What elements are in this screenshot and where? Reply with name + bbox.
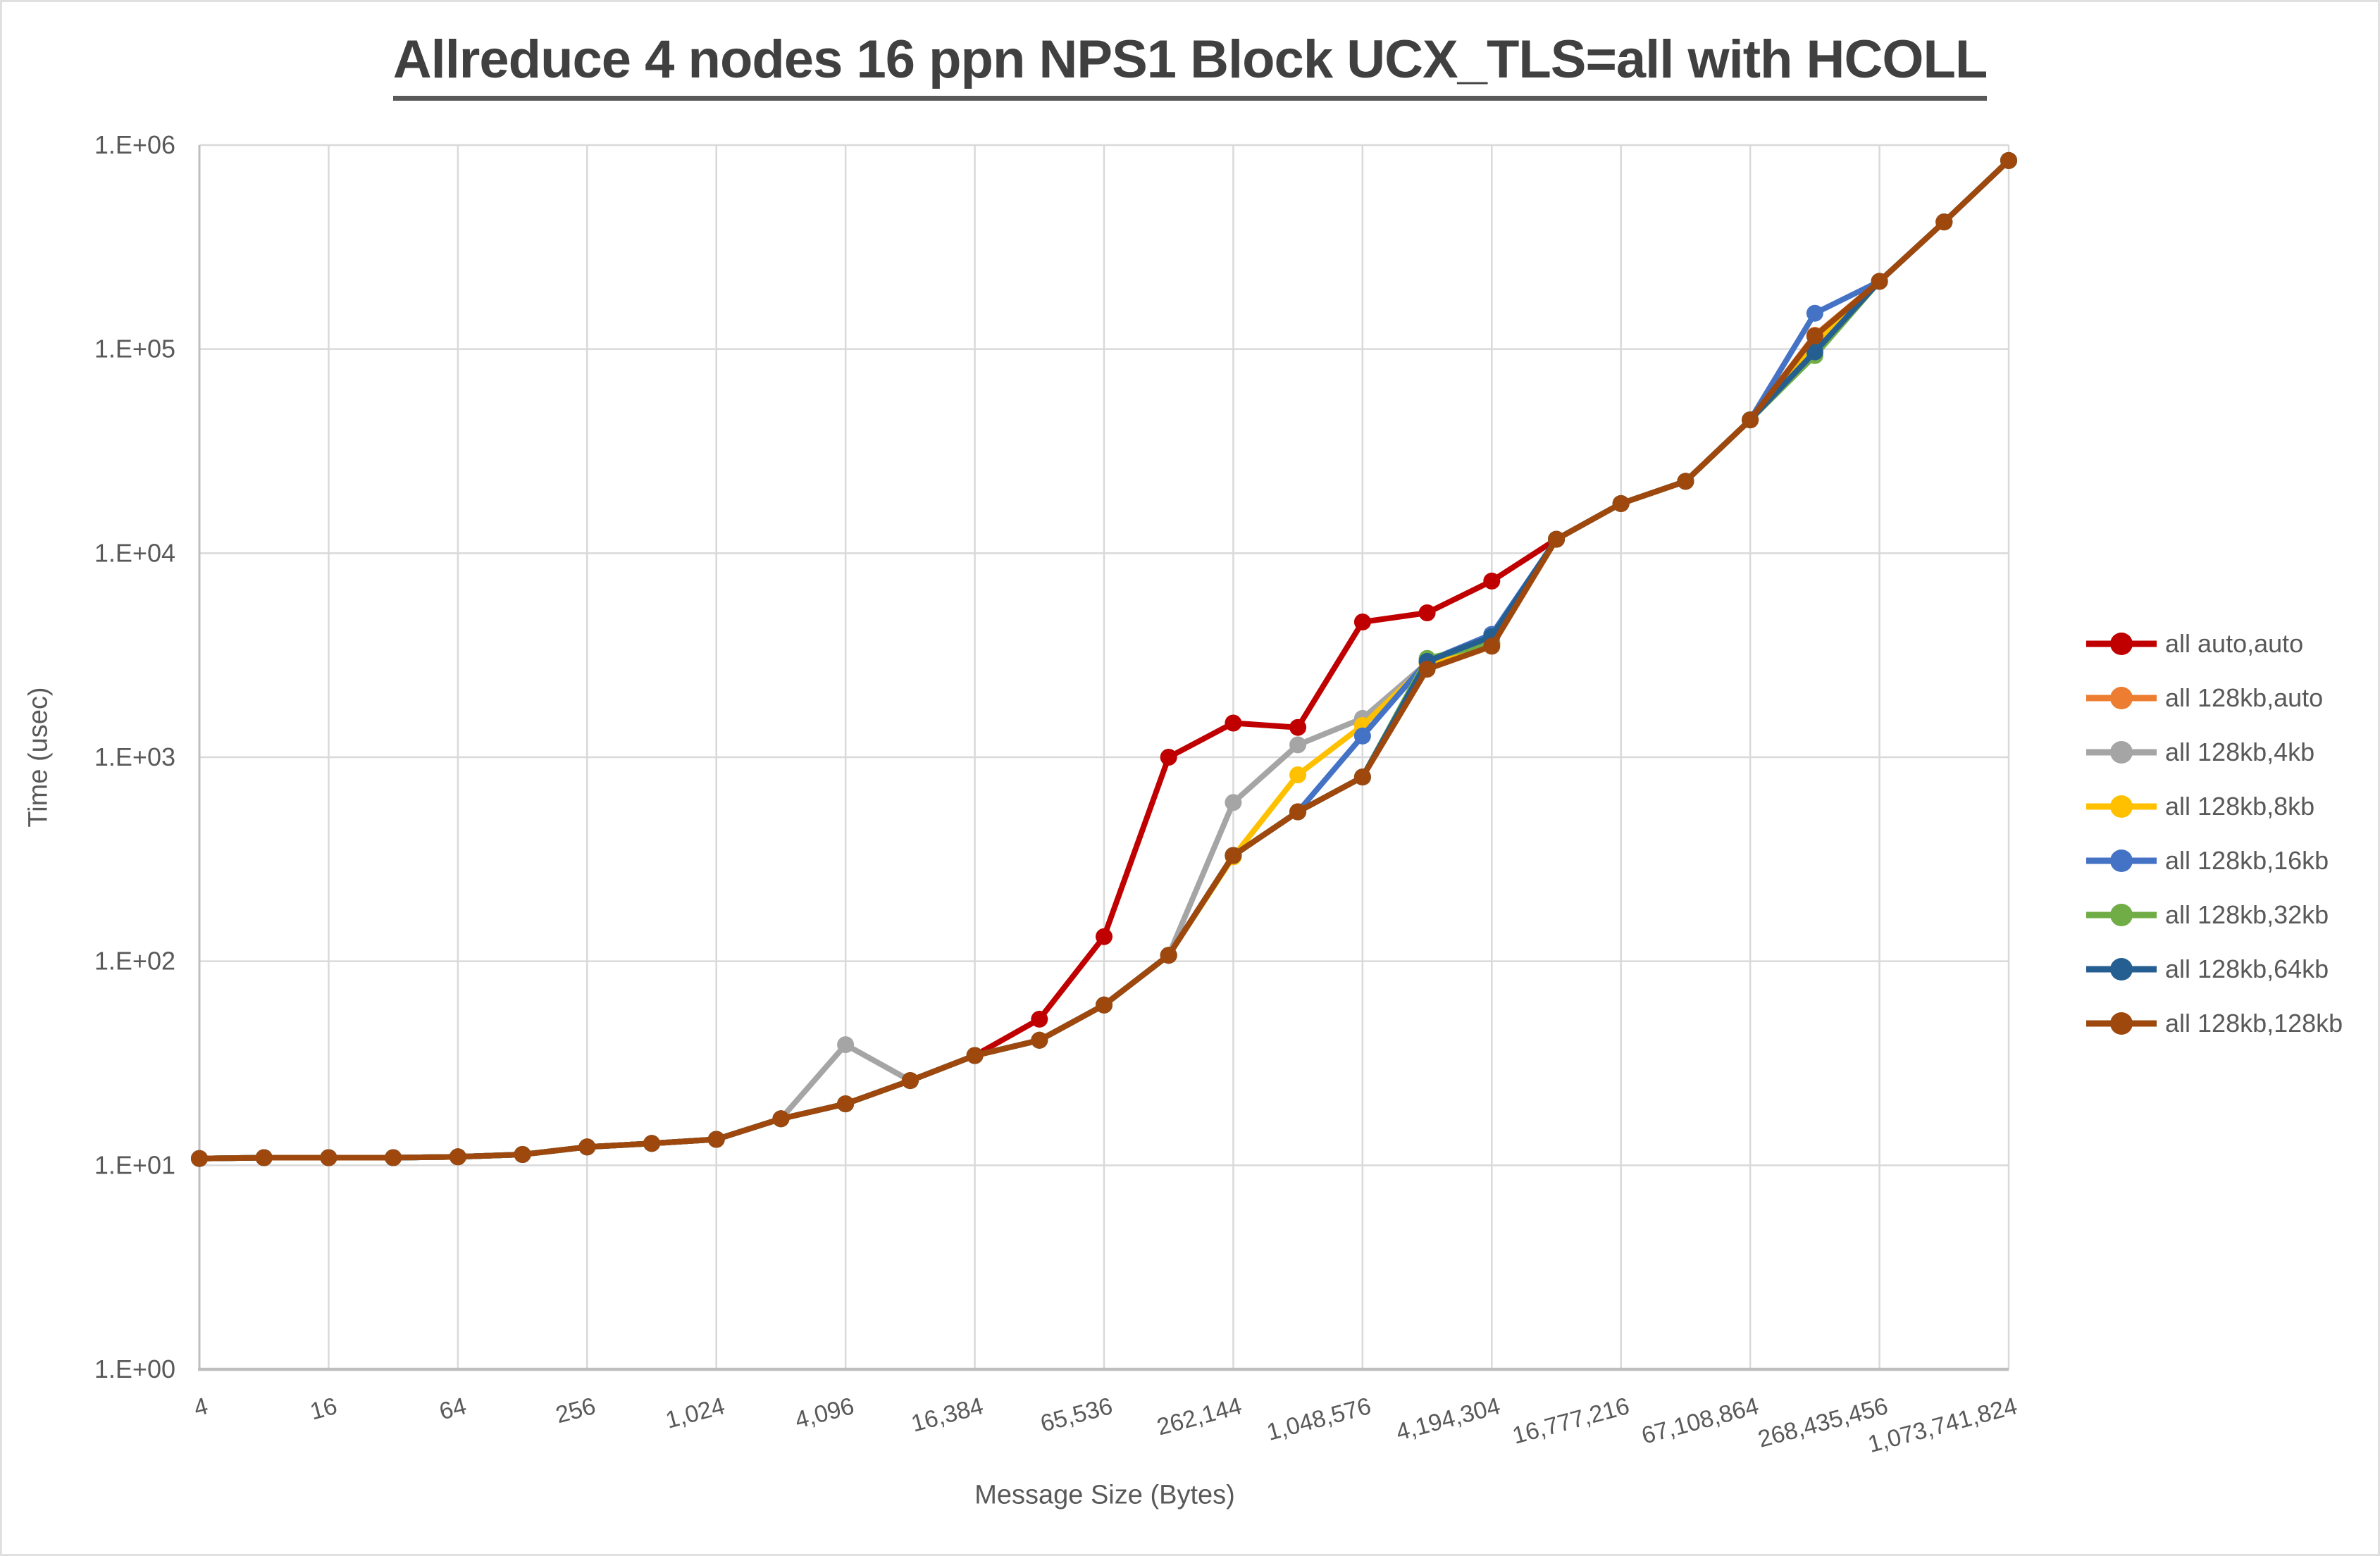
data-point <box>1806 343 1823 361</box>
data-point <box>1871 273 1888 290</box>
data-point <box>385 1149 402 1166</box>
y-axis-title: Time (usec) <box>23 687 54 828</box>
data-point <box>1548 530 1565 548</box>
legend-item: all 128kb,16kb <box>2086 846 2329 875</box>
data-point <box>514 1146 531 1163</box>
x-tick-label: 1,024 <box>663 1393 728 1434</box>
data-point <box>1225 714 1242 732</box>
data-point <box>1353 614 1371 630</box>
data-point <box>1353 768 1371 786</box>
data-point <box>1289 736 1307 754</box>
y-tick-label: 1.E+06 <box>94 130 175 159</box>
data-point <box>707 1131 725 1148</box>
legend-label: all 128kb,32kb <box>2165 900 2329 929</box>
x-tick-label: 1,048,576 <box>1264 1393 1374 1446</box>
legend-label: all 128kb,8kb <box>2165 792 2314 821</box>
x-tick-label: 4,096 <box>792 1393 857 1434</box>
data-point <box>255 1149 273 1166</box>
data-point <box>1483 637 1501 655</box>
data-point <box>1160 749 1177 766</box>
x-tick-label: 16,384 <box>908 1393 986 1438</box>
legend-marker <box>2110 687 2133 709</box>
legend-label: all 128kb,auto <box>2165 683 2323 712</box>
x-tick-label: 1,073,741,824 <box>1865 1393 2020 1458</box>
data-point <box>1031 1031 1048 1049</box>
data-point <box>1160 947 1177 964</box>
legend-item: all 128kb,128kb <box>2086 1009 2343 1038</box>
data-point <box>1289 718 1307 736</box>
legend-marker <box>2110 1012 2133 1035</box>
data-point <box>1289 766 1307 783</box>
x-tick-label: 16 <box>307 1393 340 1425</box>
data-point <box>1806 328 1823 344</box>
legend-marker <box>2110 795 2133 818</box>
data-point <box>1742 411 1759 429</box>
data-point <box>1483 572 1501 590</box>
data-point <box>578 1138 596 1156</box>
data-point <box>966 1047 984 1064</box>
x-tick-label: 65,536 <box>1038 1393 1115 1438</box>
data-point <box>1031 1010 1048 1028</box>
legend-label: all 128kb,128kb <box>2165 1009 2343 1038</box>
legend-label: all 128kb,64kb <box>2165 954 2329 983</box>
x-tick-label: 256 <box>553 1393 599 1429</box>
data-point <box>1612 494 1630 512</box>
data-point <box>1418 661 1436 678</box>
legend-label: all 128kb,4kb <box>2165 737 2314 766</box>
data-point <box>1096 928 1112 945</box>
legend-label: all 128kb,16kb <box>2165 846 2329 875</box>
data-point <box>1289 803 1307 821</box>
chart-title: Allreduce 4 nodes 16 ppn NPS1 Block UCX_… <box>392 29 1988 101</box>
data-point <box>1677 473 1694 490</box>
legend-label: all auto,auto <box>2165 629 2303 658</box>
legend-item: all 128kb,64kb <box>2086 954 2329 983</box>
y-tick-label: 1.E+00 <box>94 1355 175 1383</box>
legend: all auto,auto all 128kb,auto all 128kb,4kb… <box>2086 629 2343 1038</box>
data-point <box>1353 727 1371 745</box>
series-all-128kb-128kb <box>191 151 2017 1167</box>
legend-marker <box>2110 741 2133 764</box>
data-point <box>837 1095 855 1113</box>
legend-item: all 128kb,32kb <box>2086 900 2329 929</box>
x-tick-label: 64 <box>437 1393 469 1425</box>
x-tick-label: 4,194,304 <box>1393 1393 1503 1446</box>
data-point <box>1806 304 1823 322</box>
y-tick-label: 1.E+02 <box>94 947 175 976</box>
data-point <box>837 1036 855 1054</box>
data-point <box>1935 213 1953 231</box>
legend-item: all 128kb,4kb <box>2086 737 2314 766</box>
legend-item: all 128kb,auto <box>2086 683 2323 712</box>
data-point <box>191 1150 208 1167</box>
y-tick-label: 1.E+04 <box>94 538 175 567</box>
x-axis-title: Message Size (Bytes) <box>974 1480 1235 1510</box>
legend-marker <box>2110 849 2133 872</box>
data-point <box>320 1149 337 1166</box>
y-tick-label: 1.E+01 <box>94 1150 175 1179</box>
data-point <box>901 1072 919 1090</box>
data-point <box>1225 847 1242 864</box>
data-point <box>2000 151 2017 169</box>
data-point <box>772 1110 790 1128</box>
legend-marker <box>2110 633 2133 655</box>
title-row: Allreduce 4 nodes 16 ppn NPS1 Block UCX_… <box>2 29 2378 101</box>
legend-item: all 128kb,8kb <box>2086 792 2314 821</box>
y-tick-label: 1.E+03 <box>94 742 175 771</box>
data-point <box>1418 604 1436 621</box>
x-tick-label: 67,108,864 <box>1639 1393 1761 1450</box>
legend-marker <box>2110 904 2133 926</box>
legend-marker <box>2110 958 2133 981</box>
x-tick-label: 16,777,216 <box>1510 1393 1632 1450</box>
y-tick-label: 1.E+05 <box>94 335 175 363</box>
legend-item: all auto,auto <box>2086 629 2303 658</box>
data-point <box>1225 794 1242 811</box>
x-tick-label: 4 <box>191 1393 211 1422</box>
data-point <box>1096 996 1112 1014</box>
x-tick-label: 262,144 <box>1154 1393 1245 1441</box>
data-point <box>449 1148 466 1166</box>
data-point <box>643 1135 660 1152</box>
